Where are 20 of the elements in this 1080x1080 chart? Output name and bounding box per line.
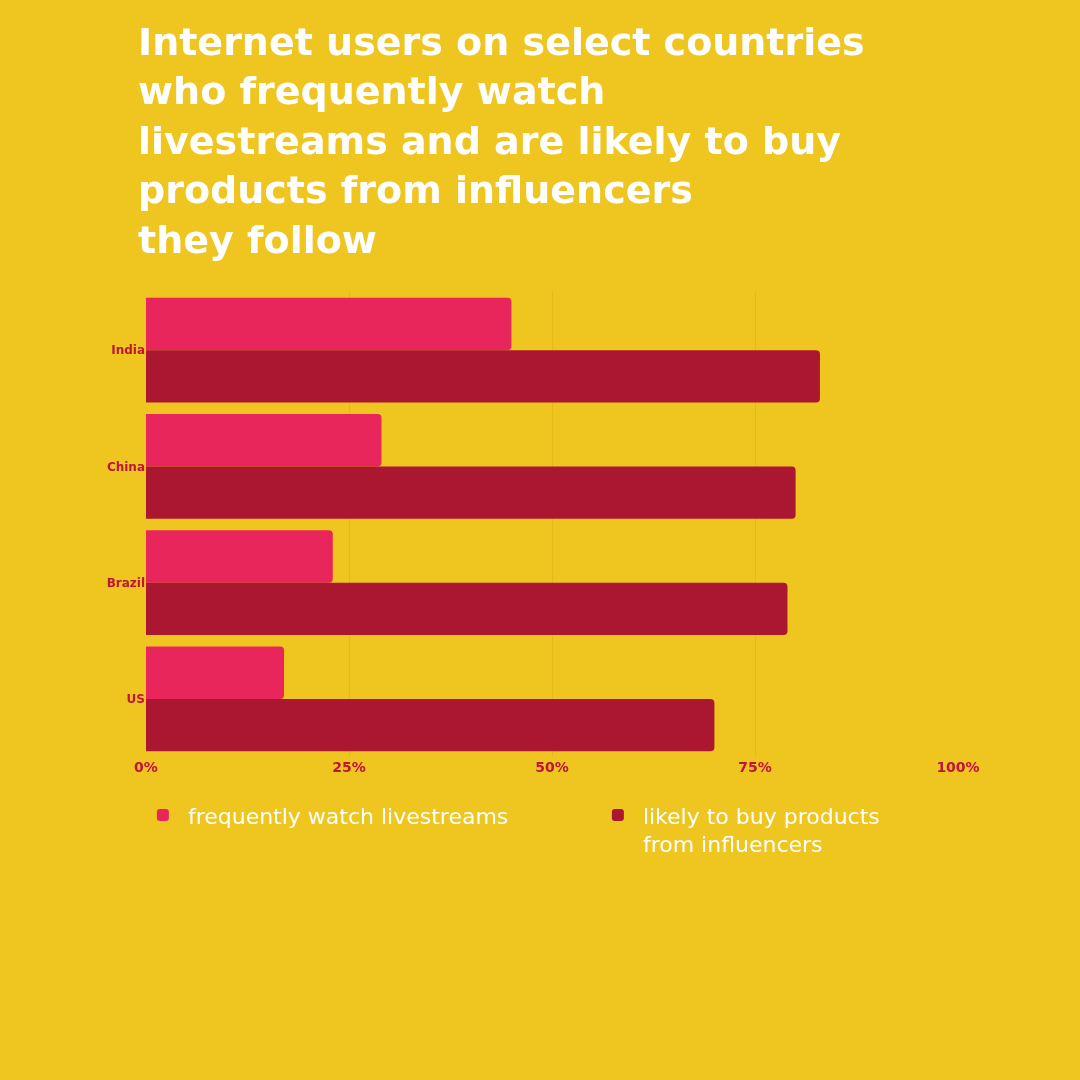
bar (146, 646, 285, 699)
y-tick-label: China (106, 459, 145, 474)
bar (146, 582, 788, 635)
chart-title: Internet users on select countries who frequently watch livestreams and are likely to buy products from influencers they follow (138, 20, 865, 262)
x-tick-label: 50% (535, 759, 569, 775)
legend-label: frequently watch livestreams (187, 803, 509, 829)
x-tick-label: 0% (134, 759, 158, 775)
bar (146, 530, 333, 583)
x-tick-label: 25% (332, 759, 366, 775)
legend-label: likely to buy products from influencers (642, 803, 880, 858)
y-tick-label: US (126, 692, 145, 707)
bar (146, 414, 382, 467)
bar (146, 698, 715, 752)
bar (146, 466, 796, 519)
y-tick-label: India (111, 343, 145, 358)
x-tick-label: 100% (936, 759, 980, 775)
bar (146, 350, 820, 403)
x-tick-label: 75% (738, 759, 772, 775)
y-tick-label: Brazil (106, 575, 145, 590)
bar (146, 297, 512, 351)
